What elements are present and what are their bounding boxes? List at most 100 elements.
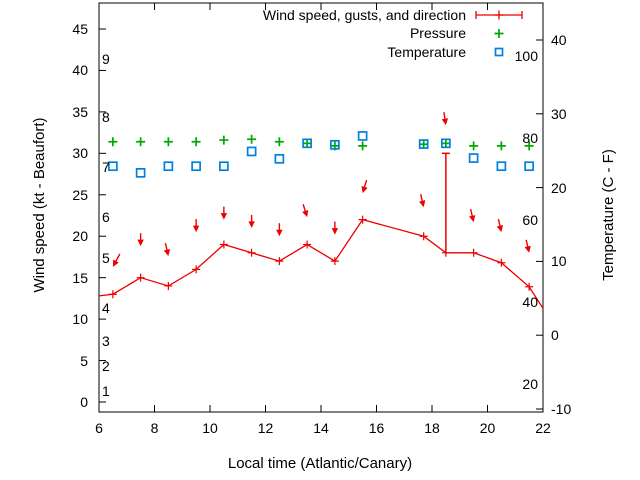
- y-tick-label: 20: [72, 228, 88, 245]
- temperature-point: [246, 146, 257, 157]
- wind-point: [497, 258, 506, 267]
- gust-arrow-head: [112, 259, 119, 267]
- y2-tick-label: 40: [551, 32, 567, 48]
- pressure-point: [524, 141, 534, 151]
- beaufort-label: 9: [102, 51, 110, 68]
- wind-point: [525, 282, 534, 291]
- beaufort-label: 4: [102, 299, 110, 316]
- y-tick-label: 40: [72, 62, 88, 79]
- gust-arrow-head: [361, 185, 368, 194]
- gust-arrow-head: [419, 200, 426, 208]
- temperature-point: [108, 161, 118, 172]
- x-tick-label: 18: [424, 420, 440, 436]
- wind-point: [247, 248, 256, 257]
- y-tick-label: 15: [72, 269, 88, 286]
- gust-arrow-head: [220, 213, 228, 220]
- x-tick-label: 8: [150, 420, 159, 436]
- beaufort-label: 7: [102, 158, 110, 175]
- gust-arrow-head: [524, 245, 531, 253]
- temperature-point: [418, 139, 429, 149]
- temperature-point: [274, 153, 285, 164]
- beaufort-label: 3: [102, 332, 110, 349]
- beaufort-label: 8: [102, 109, 110, 126]
- wind-point: [358, 215, 367, 224]
- y-tick-label: 10: [72, 311, 88, 328]
- pressure-point: [441, 138, 451, 148]
- temperature-point: [524, 161, 534, 172]
- x-tick-label: 14: [313, 420, 329, 436]
- pressure-point: [247, 134, 257, 144]
- pressure-point: [469, 141, 479, 151]
- gust-arrow-head: [163, 249, 171, 257]
- fahrenheit-label: 80: [522, 130, 538, 147]
- wind-point: [330, 257, 339, 266]
- temperature-point: [330, 139, 340, 150]
- y-tick-label: 30: [72, 145, 88, 162]
- wind-point: [469, 248, 478, 257]
- wind-point: [192, 265, 201, 274]
- gust-arrow-head: [248, 221, 255, 228]
- temperature-point: [135, 167, 146, 178]
- temperature-point: [468, 153, 479, 163]
- legend-sample-temperature: [494, 47, 504, 57]
- x-tick-label: 10: [202, 420, 218, 436]
- y-tick-label: 0: [80, 394, 88, 410]
- y-tick-label: 35: [72, 103, 88, 120]
- gust-arrow-head: [302, 210, 309, 218]
- y2-tick-label: -10: [551, 401, 572, 417]
- wind-point: [419, 232, 428, 241]
- fahrenheit-label: 60: [522, 212, 538, 229]
- beaufort-label: 6: [102, 208, 110, 225]
- pressure-point: [302, 138, 312, 148]
- y2-tick-label: 10: [551, 253, 567, 270]
- beaufort-label: 1: [102, 382, 110, 399]
- x-tick-label: 16: [368, 420, 385, 436]
- pressure-point: [496, 141, 506, 151]
- temperature-point: [441, 138, 451, 149]
- pressure-point: [191, 137, 201, 147]
- wind-point: [303, 240, 312, 249]
- plot-border: [98, 2, 544, 413]
- pressure-point: [163, 137, 173, 147]
- temperature-point: [496, 161, 507, 172]
- temperature-point: [163, 161, 174, 172]
- y-tick-label: 45: [72, 20, 88, 37]
- beaufort-label: 5: [102, 250, 110, 267]
- x-tick-label: 20: [479, 420, 496, 436]
- gust-arrow-head: [192, 225, 200, 233]
- wind-point: [275, 257, 284, 266]
- gust-arrow-head: [137, 239, 144, 247]
- gust-arrow-head: [469, 215, 476, 223]
- legend-item-pressure: Pressure: [409, 25, 466, 41]
- y2-tick-label: 0: [551, 327, 559, 344]
- wind-point: [136, 273, 145, 282]
- temperature-point: [219, 161, 229, 172]
- y2-tick-label: 20: [551, 179, 567, 196]
- beaufort-label: 2: [102, 357, 110, 374]
- gust-arrow-head: [331, 228, 339, 235]
- y2-tick-label: 30: [551, 105, 567, 122]
- wind-line: [98, 218, 544, 309]
- legend-item-temperature: Temperature: [387, 44, 466, 60]
- gust-arrow-head: [276, 229, 283, 237]
- wind-point: [108, 290, 117, 299]
- wind-point: [164, 281, 173, 290]
- wind-point: [219, 240, 228, 249]
- pressure-point: [108, 137, 118, 147]
- legend-sample-pressure: [494, 29, 504, 38]
- temperature-point: [357, 131, 368, 141]
- y-axis-title: Wind speed (kt - Beaufort): [31, 117, 48, 293]
- fahrenheit-label: 100: [514, 48, 538, 65]
- x-tick-label: 22: [535, 420, 551, 436]
- gust-arrow-head: [441, 118, 449, 126]
- x-tick-label: 12: [257, 420, 274, 436]
- temperature-point: [302, 138, 312, 149]
- pressure-point: [219, 135, 229, 145]
- fahrenheit-label: 40: [522, 294, 538, 311]
- y-tick-label: 25: [72, 186, 88, 203]
- x-axis-title: Local time (Atlantic/Canary): [227, 455, 413, 472]
- legend-item-wind: Wind speed, gusts, and direction: [262, 7, 466, 23]
- fahrenheit-label: 20: [522, 376, 538, 393]
- x-tick-label: 6: [95, 420, 103, 436]
